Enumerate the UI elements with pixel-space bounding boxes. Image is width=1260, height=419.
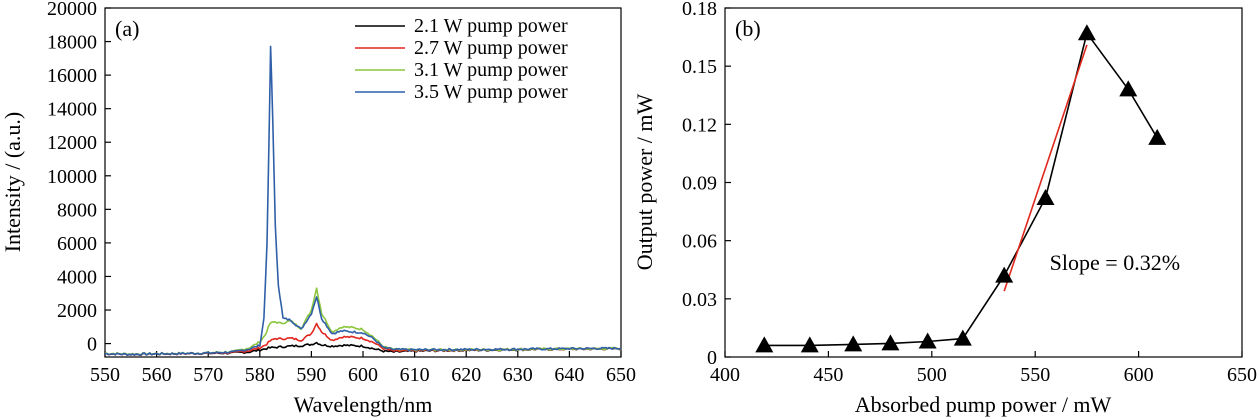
y-tick-label: 20000 <box>47 0 97 20</box>
x-tick-label: 600 <box>1124 364 1154 386</box>
panel-a-series-lines <box>104 45 622 357</box>
y-tick-label: 18000 <box>47 32 97 54</box>
y-tick-label: 0.09 <box>682 173 717 195</box>
series-line-3-1-w-pump-power <box>104 287 622 356</box>
data-point-triangle <box>953 329 972 346</box>
x-tick-label: 630 <box>503 364 533 386</box>
fit-line <box>1003 44 1088 292</box>
data-point-triangle <box>800 336 819 353</box>
data-point-triangle <box>881 334 900 351</box>
data-point-triangle <box>1119 80 1138 97</box>
x-tick-label: 450 <box>813 364 843 386</box>
panel-b-y-ticks: 0 0.03 0.06 0.09 0.12 0.15 0.18 <box>682 0 731 369</box>
panel-b-x-ticks: 400 450 500 550 600 650 <box>710 351 1257 386</box>
panel-b-series <box>755 24 1167 353</box>
y-tick-label: 0.06 <box>682 231 717 253</box>
y-tick-label: 12000 <box>47 132 97 154</box>
panel-a-chart: 0 2000 4000 6000 8000 10000 12000 14000 16000 180… <box>0 0 636 417</box>
y-tick-label: 6000 <box>57 233 97 255</box>
data-point-triangle <box>1077 24 1096 41</box>
data-point-triangle <box>1036 189 1055 206</box>
x-tick-label: 560 <box>142 364 172 386</box>
panel-b-y-axis-title: Output power / mW <box>632 93 657 270</box>
data-point-triangle <box>995 266 1014 283</box>
panel-a-y-axis-title: Intensity / (a.u.) <box>0 112 25 253</box>
x-tick-label: 650 <box>1227 364 1257 386</box>
x-tick-label: 640 <box>554 364 584 386</box>
x-tick-label: 610 <box>400 364 430 386</box>
slope-annotation: Slope = 0.32% <box>1050 250 1180 275</box>
y-tick-label: 4000 <box>57 266 97 288</box>
y-tick-label: 0.03 <box>682 289 717 311</box>
panel-a-x-axis-title: Wavelength/nm <box>294 392 433 417</box>
x-tick-label: 500 <box>917 364 947 386</box>
panel-b-x-axis-title: Absorbed pump power / mW <box>855 392 1112 417</box>
series-line-2-7-w-pump-power <box>104 322 622 356</box>
legend-label-3-1-w-pump-power: 3.1 W pump power <box>414 59 568 81</box>
panel-a-label: (a) <box>115 16 139 41</box>
x-tick-label: 400 <box>710 364 740 386</box>
y-tick-label: 10000 <box>47 166 97 188</box>
x-tick-label: 600 <box>348 364 378 386</box>
y-tick-label: 0 <box>707 347 717 369</box>
x-tick-label: 550 <box>1020 364 1050 386</box>
panel-b-plot-frame <box>724 7 1243 358</box>
y-tick-label: 14000 <box>47 99 97 121</box>
y-tick-label: 0.12 <box>682 114 717 136</box>
data-point-triangle <box>918 332 937 349</box>
data-point-triangle <box>755 336 774 353</box>
y-tick-label: 0.15 <box>682 56 717 78</box>
x-tick-label: 570 <box>193 364 223 386</box>
x-tick-label: 590 <box>296 364 326 386</box>
series-line-3-5-w-pump-power <box>104 45 622 356</box>
y-tick-label: 0.18 <box>682 0 717 20</box>
legend-label-2-7-w-pump-power: 2.7 W pump power <box>414 37 568 59</box>
x-tick-label: 620 <box>451 364 481 386</box>
panel-a-x-ticks: 550 560 570 580 590 600 610 620 630 640 650 <box>90 351 636 386</box>
y-tick-label: 0 <box>87 334 97 356</box>
data-point-triangle <box>1148 128 1167 145</box>
y-tick-label: 16000 <box>47 65 97 87</box>
x-tick-label: 550 <box>90 364 120 386</box>
series-line <box>764 31 1158 347</box>
x-tick-label: 650 <box>606 364 636 386</box>
panel-a-y-ticks: 0 2000 4000 6000 8000 10000 12000 14000 16000 180… <box>47 0 111 356</box>
y-tick-label: 8000 <box>57 199 97 221</box>
x-tick-label: 580 <box>245 364 275 386</box>
y-tick-label: 2000 <box>57 300 97 322</box>
panel-b-chart: 0 0.03 0.06 0.09 0.12 0.15 0.18 400 450 500 550 60… <box>632 0 1257 417</box>
data-point-triangle <box>844 335 863 352</box>
panel-b-label: (b) <box>735 16 761 41</box>
legend-label-2-1-w-pump-power: 2.1 W pump power <box>414 15 568 37</box>
legend-label-3-5-w-pump-power: 3.5 W pump power <box>414 81 568 103</box>
